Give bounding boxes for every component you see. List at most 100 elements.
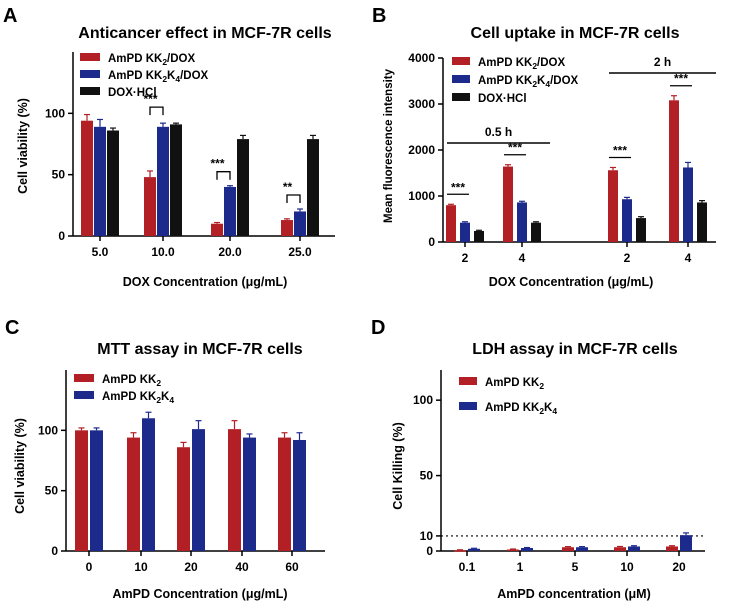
panel-a-legend-swatch [80, 87, 100, 95]
panel-a-bar [224, 186, 236, 236]
panel-d-bar [507, 549, 519, 551]
panel-a-bar [307, 139, 319, 236]
panel-c-ylabel: Cell viability (%) [13, 418, 27, 514]
panel-a-significance-bracket [149, 106, 164, 116]
panel-b-bar [503, 166, 513, 242]
panel-c-bar [142, 418, 155, 551]
panel-b-ytick-label: 2000 [408, 143, 435, 157]
panel-d-legend-swatch [459, 402, 477, 410]
panel-b-bar [669, 100, 679, 242]
panel-d-bar [562, 547, 574, 551]
panel-b-bar [460, 222, 470, 242]
panel-d-title: LDH assay in MCF-7R cells [472, 341, 678, 358]
panel-b-bar [683, 167, 693, 242]
panel-b-title: Cell uptake in MCF-7R cells [471, 25, 680, 42]
panel-c-title: MTT assay in MCF-7R cells [97, 341, 302, 358]
panel-b-bar [531, 222, 541, 242]
panel-a-bar [94, 126, 106, 236]
panel-b-legend-label: AmPD KK2​/DOX [478, 57, 565, 71]
panel-b-bar [474, 230, 484, 242]
panel-c-xtick-label: 0 [86, 560, 93, 574]
panel-a-bar [157, 126, 169, 236]
panel-b-ytick-label: 4000 [408, 51, 435, 65]
panel-c-bar [243, 437, 256, 551]
panel-b-bar [608, 170, 618, 242]
panel-b-bar [622, 199, 632, 242]
panel-b-legend-swatch [452, 57, 470, 65]
panel-d-xtick-label: 1 [517, 560, 524, 574]
panel-b-ytick-label: 1000 [408, 189, 435, 203]
panel-d-ytick-label: 0 [426, 544, 433, 558]
panel-a-title: Anticancer effect in MCF-7R cells [78, 25, 332, 42]
panel-b-plot: 0 1000 2000 3000 4000 2 4 2 4 *** *** *** *** 0.5 h 2 … [408, 51, 716, 265]
panel-b-xlabel: DOX Concentration (μg/mL) [489, 275, 654, 289]
panel-a-bar [107, 130, 119, 236]
panel-c-ytick-label: 100 [38, 423, 58, 437]
panel-b-legend-swatch [452, 75, 470, 83]
panel-b-significance-label: *** [508, 141, 522, 155]
panel-c-legend-swatch [74, 374, 94, 382]
panel-b-bar [636, 218, 646, 242]
panel-a-significance-label: *** [210, 157, 224, 171]
panel-d-bar [628, 546, 640, 551]
panel-d-bar [614, 547, 626, 551]
panel-a-legend-swatch [80, 53, 100, 61]
panel-b-xtick-label: 2 [462, 251, 469, 265]
panel-c-xtick-label: 60 [285, 560, 299, 574]
panel-c-bar [192, 429, 205, 551]
panel-d-bar [666, 546, 678, 551]
panel-a-bar [281, 220, 293, 236]
panel-d-bar [521, 547, 533, 551]
panel-d-xlabel: AmPD concentration (μM) [497, 587, 651, 601]
panel-c-xlabel: AmPD Concentration (μg/mL) [112, 587, 287, 601]
panel-d-ytick-label: 10 [420, 529, 434, 543]
panel-b-bar [697, 202, 707, 242]
panel-b-significance-label: *** [613, 143, 627, 157]
panel-c-xtick-label: 20 [184, 560, 198, 574]
panel-a-legend-swatch [80, 70, 100, 78]
panel-a-legend-label: AmPD KK2​K4​/DOX [108, 70, 209, 84]
panel-b-ylabel: Mean fluorescence intensity [383, 68, 395, 223]
panel-b-legend-label: DOX·HCl [478, 93, 527, 105]
panel-letter-a: A [3, 5, 17, 27]
panel-d-xtick-label: 5 [572, 560, 579, 574]
panel-c-legend-label: AmPD KK2​ [102, 374, 161, 388]
panel-letter-d: D [371, 317, 385, 339]
panel-d-bar [576, 547, 588, 551]
panel-d-legend-label: AmPD KK2​K4​ [485, 402, 557, 416]
panel-b-time-group-label: 0.5 h [485, 125, 512, 139]
panel-a-ylabel: Cell viability (%) [16, 98, 30, 194]
panel-c-ytick-label: 0 [51, 544, 58, 558]
panel-a-ytick-label: 100 [45, 106, 65, 120]
panel-d-legend-swatch [459, 377, 477, 385]
panel-b-bar [517, 202, 527, 242]
panel-b-significance-label: *** [451, 180, 465, 194]
panel-a-significance-label: *** [143, 92, 157, 106]
panel-b-ytick-label: 0 [428, 235, 435, 249]
panel-d-bar [680, 535, 692, 551]
panel-d-bar [468, 548, 480, 551]
panel-d-legend-label: AmPD KK2​ [485, 377, 544, 391]
panel-d-xtick-label: 0.1 [459, 560, 476, 574]
panel-b-ytick-label: 3000 [408, 97, 435, 111]
panel-a-xtick-label: 25.0 [288, 245, 312, 259]
panel-c-bar [293, 439, 306, 551]
panel-a-xlabel: DOX Concentration (μg/mL) [123, 275, 288, 289]
panel-b-legend-swatch [452, 93, 470, 101]
panel-c-bar [75, 430, 88, 551]
panel-d-ytick-label: 100 [413, 393, 433, 407]
panel-a-significance-bracket [216, 171, 231, 180]
panel-a-ytick-label: 50 [52, 168, 66, 182]
panel-d-bar [454, 550, 466, 552]
panel-a-bar [81, 120, 93, 236]
panel-letter-c: C [5, 317, 19, 339]
panel-d-ylabel: Cell Killing (%) [391, 422, 405, 510]
panel-letter-b: B [372, 5, 386, 27]
panel-a-significance-bracket [286, 194, 301, 204]
panel-b-bar [446, 205, 456, 242]
panel-a-bar [211, 223, 223, 236]
